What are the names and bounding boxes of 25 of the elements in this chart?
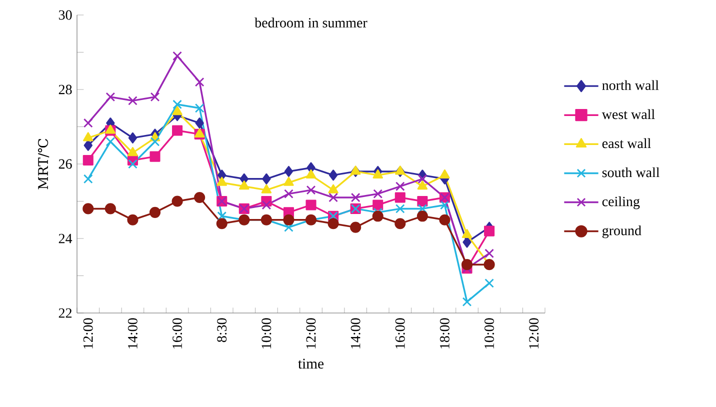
x-tick-label: 10:00 (262, 318, 272, 348)
x-tick-label: 18:00 (440, 318, 450, 348)
x-tick-label: 14:00 (128, 318, 138, 348)
x-tick-label: 12:00 (529, 318, 539, 348)
legend-label: east wall (602, 138, 651, 148)
x-tick-label: 12:00 (83, 318, 93, 348)
x-tick-label: 16:00 (172, 318, 182, 348)
y-tick-label: 22 (58, 308, 72, 318)
y-tick-label: 28 (58, 84, 72, 94)
legend-label: north wall (602, 80, 659, 90)
x-tick-label: 14:00 (350, 318, 360, 348)
legend-label: south wall (602, 167, 660, 178)
x-tick-label: 8:30 (217, 318, 227, 342)
y-axis-title: MRT/℃ (38, 138, 50, 190)
y-tick-label: 24 (58, 234, 72, 244)
y-tick-label: 26 (58, 159, 72, 169)
legend-label: ceiling (602, 196, 640, 210)
x-tick-label: 12:00 (306, 318, 316, 348)
x-tick-label: 10:00 (484, 318, 494, 348)
legend-label: west wall (602, 109, 655, 120)
chart-title: bedroom in summer (254, 18, 368, 28)
x-axis-title: time (298, 358, 324, 369)
x-tick-label: 16:00 (395, 318, 405, 348)
legend-label: ground (602, 225, 642, 238)
y-tick-label: 30 (58, 10, 72, 20)
